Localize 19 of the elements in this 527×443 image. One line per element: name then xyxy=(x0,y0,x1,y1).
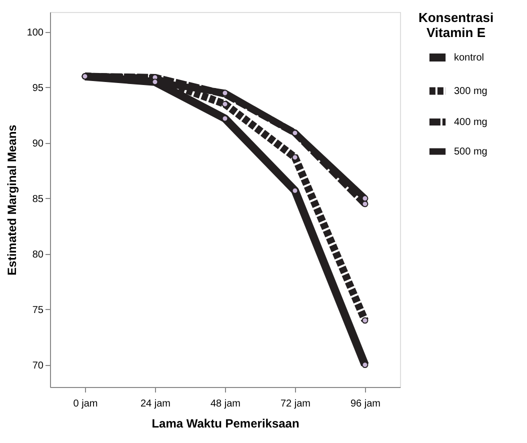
legend-title: Konsentrasi Vitamin E xyxy=(418,10,494,40)
y-tick-label: 85 xyxy=(32,194,44,205)
x-tick-label: 96 jam xyxy=(350,398,381,410)
legend-label: 300 mg xyxy=(454,86,488,97)
x-axis-title: Lama Waktu Pemeriksaan xyxy=(152,416,300,430)
y-axis-title: Estimated Marginal Means xyxy=(4,124,19,276)
y-tick-label: 75 xyxy=(32,304,44,316)
legend-label: kontrol xyxy=(454,52,484,64)
x-tick-label: 48 jam xyxy=(210,398,241,410)
legend-label: 400 mg xyxy=(454,117,488,128)
y-tick-label: 80 xyxy=(32,249,44,260)
y-tick-label: 95 xyxy=(32,82,44,94)
legend-label: 500 mg xyxy=(454,146,488,158)
x-tick-label: 24 jam xyxy=(140,398,171,410)
y-tick-label: 90 xyxy=(32,138,44,150)
x-tick-label: 72 jam xyxy=(280,398,311,410)
x-tick-label: 0 jam xyxy=(73,398,98,410)
y-tick-label: 70 xyxy=(32,360,44,372)
y-tick-label: 100 xyxy=(26,27,44,38)
